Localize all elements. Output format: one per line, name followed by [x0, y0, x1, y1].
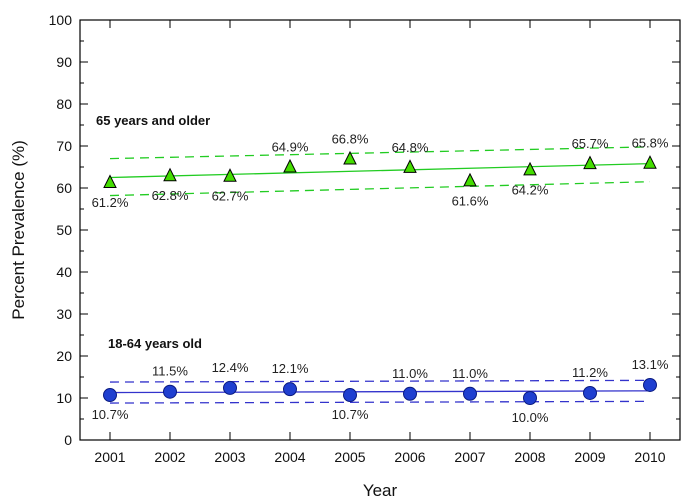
triangle-marker [403, 159, 417, 173]
data-label: 64.2% [512, 182, 549, 197]
y-tick-label: 40 [56, 264, 72, 280]
circle-marker [223, 380, 237, 395]
data-label: 11.2% [572, 365, 608, 380]
ci-lower-line [109, 181, 651, 197]
axis-ticks: 0 10 20 30 40 50 60 70 80 90 100 2001 2002 2003 2004 20… [49, 12, 680, 465]
trend-line [109, 390, 651, 394]
data-label: 11.0% [452, 366, 488, 381]
circle-marker [103, 388, 117, 403]
data-label: 11.5% [152, 364, 188, 379]
x-tick-label: 2002 [154, 449, 185, 465]
y-tick-label: 10 [56, 390, 72, 406]
y-tick-label: 0 [64, 432, 72, 448]
circle-marker [283, 382, 297, 397]
data-label: 64.9% [272, 139, 309, 154]
triangle-marker [103, 174, 117, 189]
data-label: 61.2% [92, 195, 129, 210]
y-tick-label: 80 [56, 96, 72, 112]
circle-marker [463, 386, 477, 401]
data-label: 12.1% [272, 361, 309, 376]
data-label: 64.8% [392, 140, 429, 155]
ci-upper-line [109, 379, 651, 383]
data-label: 12.4% [212, 360, 249, 375]
ci-lower-line [109, 400, 651, 404]
y-tick-label: 100 [49, 12, 73, 28]
data-markers [103, 150, 657, 405]
x-axis-title: Year [363, 481, 398, 500]
data-label: 13.1% [632, 357, 669, 372]
y-tick-label: 90 [56, 54, 72, 70]
y-tick-label: 70 [56, 138, 72, 154]
x-tick-label: 2006 [394, 449, 425, 465]
triangle-marker [583, 155, 597, 170]
triangle-marker [283, 158, 297, 173]
x-tick-label: 2008 [514, 449, 545, 465]
trend-line [109, 162, 651, 179]
trend-lines [109, 146, 651, 404]
data-label: 10.7% [92, 407, 129, 422]
triangle-marker [163, 167, 177, 182]
circle-marker [643, 377, 657, 392]
x-tick-label: 2009 [574, 449, 605, 465]
data-label: 62.7% [212, 189, 249, 204]
circle-marker [403, 386, 417, 401]
data-label: 61.6% [452, 193, 489, 208]
x-tick-label: 2005 [334, 449, 365, 465]
data-label: 10.7% [332, 407, 369, 422]
y-tick-label: 60 [56, 180, 72, 196]
x-tick-label: 2007 [454, 449, 485, 465]
triangle-marker [523, 161, 537, 176]
ci-upper-line [109, 146, 651, 160]
x-tick-label: 2010 [634, 449, 665, 465]
triangle-marker [463, 172, 477, 187]
y-tick-label: 50 [56, 222, 72, 238]
triangle-marker [643, 155, 657, 169]
data-label: 65.8% [632, 136, 669, 151]
y-tick-label: 30 [56, 306, 72, 322]
series-label-65-plus: 65 years and older [96, 113, 210, 128]
series-label-18-64: 18-64 years old [108, 336, 202, 351]
data-label: 66.8% [332, 131, 369, 146]
data-label: 10.0% [512, 410, 549, 425]
data-label: 65.7% [572, 136, 609, 151]
circle-marker [343, 388, 357, 403]
data-labels: 61.2% 62.8% 62.7% 64.9% 66.8% 64.8% 61.6% 64.2%… [92, 131, 669, 425]
y-axis-title: Percent Prevalence (%) [9, 140, 28, 320]
triangle-marker [343, 150, 357, 165]
circle-marker [583, 385, 597, 400]
triangle-marker [223, 168, 237, 182]
x-tick-label: 2001 [94, 449, 125, 465]
circle-marker [163, 384, 177, 399]
data-label: 62.8% [152, 188, 189, 203]
x-tick-label: 2003 [214, 449, 245, 465]
data-label: 11.0% [392, 366, 428, 381]
x-tick-label: 2004 [274, 449, 305, 465]
circle-marker [523, 391, 537, 405]
y-tick-label: 20 [56, 348, 72, 364]
